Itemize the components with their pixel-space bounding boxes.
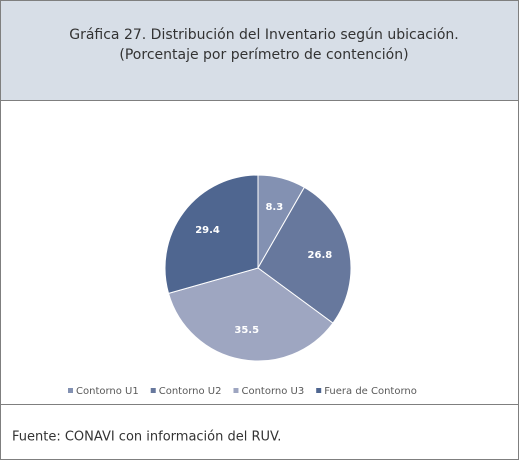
legend-swatch xyxy=(233,388,239,393)
legend-swatch xyxy=(68,388,73,393)
legend-label: Contorno U1 xyxy=(76,386,139,397)
legend-swatch xyxy=(150,388,156,393)
legend-label: Contorno U3 xyxy=(241,386,304,397)
legend-label: Fuera de Contorno xyxy=(324,386,417,397)
data-label: 29.4 xyxy=(195,225,220,236)
source: Fuente: CONAVI con información del RUV. xyxy=(12,430,281,445)
data-label: 8.3 xyxy=(265,202,283,213)
chart-title: Gráfica 27. Distribución del Inventario … xyxy=(69,27,459,43)
pie-slice xyxy=(167,267,334,362)
header xyxy=(0,0,519,101)
pie-slice xyxy=(164,174,259,295)
legend-swatch xyxy=(316,388,322,393)
legend-label: Contorno U2 xyxy=(159,386,222,397)
data-label: 26.8 xyxy=(308,250,333,261)
data-label: 35.5 xyxy=(234,325,259,336)
pie-slice xyxy=(257,186,352,324)
chart-subtitle: (Porcentaje por perímetro de contención) xyxy=(119,47,408,63)
